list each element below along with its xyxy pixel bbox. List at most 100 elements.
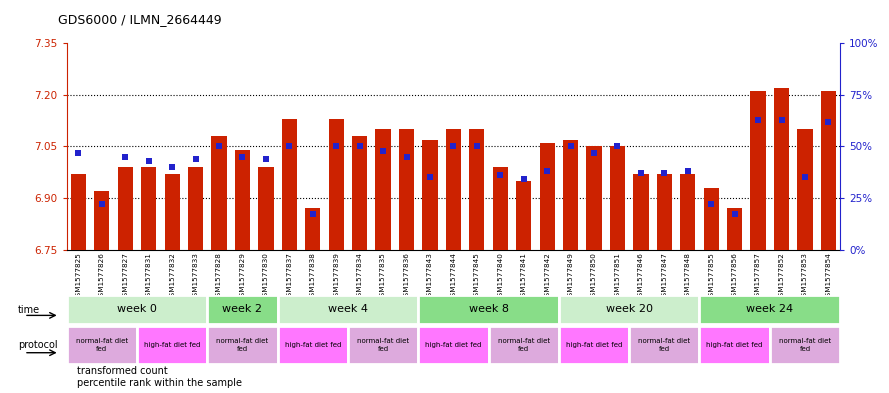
Point (657, 170, 671, 176)
Text: week 8: week 8 (469, 305, 509, 314)
Bar (610, 146, 625, 250)
Bar (559, 295, 700, 324)
Text: transformed count: transformed count (77, 366, 168, 376)
Point (306, 211, 320, 218)
Point (376, 147, 390, 154)
Bar (352, 136, 367, 250)
Point (564, 143, 578, 149)
Bar (587, 146, 602, 250)
Bar (540, 143, 555, 250)
Text: high-fat diet fed: high-fat diet fed (565, 342, 622, 348)
Point (704, 201, 718, 208)
Point (353, 143, 367, 149)
Bar (469, 129, 485, 250)
Text: week 0: week 0 (117, 305, 157, 314)
Bar (67, 326, 137, 364)
Bar (700, 326, 770, 364)
Bar (277, 326, 348, 364)
Bar (71, 174, 86, 250)
Bar (727, 208, 742, 250)
Text: protocol: protocol (18, 340, 58, 350)
Point (493, 172, 508, 178)
Text: percentile rank within the sample: percentile rank within the sample (77, 378, 243, 388)
Bar (137, 326, 207, 364)
Point (236, 154, 250, 160)
Point (165, 164, 180, 170)
Text: high-fat diet fed: high-fat diet fed (284, 342, 341, 348)
Bar (94, 191, 109, 250)
Text: week 2: week 2 (222, 305, 262, 314)
Point (95, 201, 109, 208)
Text: normal-fat diet
fed: normal-fat diet fed (216, 338, 268, 352)
Bar (212, 136, 227, 250)
Bar (418, 326, 489, 364)
Bar (305, 208, 320, 250)
Bar (188, 167, 204, 250)
Bar (67, 295, 207, 324)
Point (423, 174, 437, 180)
Text: week 20: week 20 (605, 305, 653, 314)
Bar (418, 295, 559, 324)
Bar (141, 167, 156, 250)
Text: normal-fat diet
fed: normal-fat diet fed (357, 338, 409, 352)
Bar (629, 326, 700, 364)
Bar (770, 326, 840, 364)
Point (399, 154, 413, 160)
Bar (750, 91, 765, 250)
Text: normal-fat diet
fed: normal-fat diet fed (638, 338, 691, 352)
Bar (235, 150, 250, 250)
Bar (329, 119, 344, 250)
Point (821, 119, 836, 125)
Bar (117, 167, 132, 250)
Bar (207, 326, 277, 364)
Point (469, 143, 484, 149)
Bar (375, 129, 390, 250)
Bar (680, 174, 695, 250)
Point (540, 168, 554, 174)
Point (751, 116, 765, 123)
Point (587, 149, 601, 156)
Text: high-fat diet fed: high-fat diet fed (144, 342, 200, 348)
Bar (489, 326, 559, 364)
Point (727, 211, 741, 218)
Point (681, 168, 695, 174)
Point (611, 143, 625, 149)
Point (774, 116, 789, 123)
Text: week 4: week 4 (328, 305, 368, 314)
Point (446, 143, 461, 149)
Text: high-fat diet fed: high-fat diet fed (707, 342, 763, 348)
Bar (657, 174, 672, 250)
Bar (277, 295, 418, 324)
Bar (774, 88, 789, 250)
Bar (517, 181, 532, 250)
Bar (259, 167, 274, 250)
Point (797, 174, 812, 180)
Point (259, 156, 273, 162)
Bar (164, 174, 180, 250)
Bar (207, 295, 277, 324)
Bar (282, 119, 297, 250)
Point (634, 170, 648, 176)
Bar (559, 326, 629, 364)
Text: normal-fat diet
fed: normal-fat diet fed (779, 338, 831, 352)
Text: time: time (18, 305, 40, 315)
Point (212, 143, 226, 149)
Point (517, 176, 531, 182)
Point (118, 154, 132, 160)
Text: normal-fat diet
fed: normal-fat diet fed (498, 338, 549, 352)
Bar (445, 129, 461, 250)
Bar (700, 295, 840, 324)
Point (329, 143, 343, 149)
Text: normal-fat diet
fed: normal-fat diet fed (76, 338, 128, 352)
Text: GDS6000 / ILMN_2664449: GDS6000 / ILMN_2664449 (58, 13, 221, 26)
Point (141, 158, 156, 164)
Bar (633, 174, 648, 250)
Point (188, 156, 203, 162)
Bar (563, 140, 578, 250)
Bar (821, 91, 836, 250)
Bar (348, 326, 418, 364)
Bar (493, 167, 508, 250)
Point (71, 149, 85, 156)
Text: high-fat diet fed: high-fat diet fed (425, 342, 482, 348)
Text: week 24: week 24 (746, 305, 793, 314)
